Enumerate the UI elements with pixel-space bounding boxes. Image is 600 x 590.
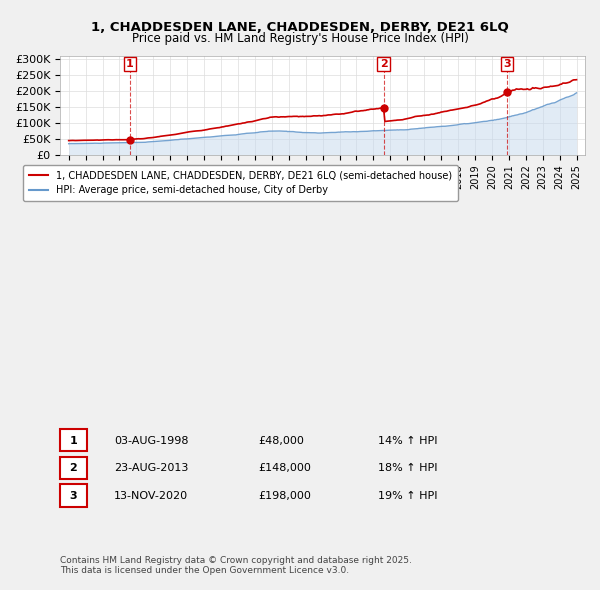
Text: 23-AUG-2013: 23-AUG-2013 [114, 464, 188, 473]
Text: 3: 3 [503, 59, 511, 69]
Text: £198,000: £198,000 [258, 491, 311, 501]
Text: £48,000: £48,000 [258, 436, 304, 445]
Text: 3: 3 [70, 491, 77, 501]
Text: 13-NOV-2020: 13-NOV-2020 [114, 491, 188, 501]
Text: 1, CHADDESDEN LANE, CHADDESDEN, DERBY, DE21 6LQ: 1, CHADDESDEN LANE, CHADDESDEN, DERBY, D… [91, 21, 509, 34]
Text: 14% ↑ HPI: 14% ↑ HPI [378, 436, 437, 445]
Text: Price paid vs. HM Land Registry's House Price Index (HPI): Price paid vs. HM Land Registry's House … [131, 32, 469, 45]
Text: 2: 2 [380, 59, 388, 69]
Text: 19% ↑ HPI: 19% ↑ HPI [378, 491, 437, 501]
Text: £148,000: £148,000 [258, 464, 311, 473]
Text: Contains HM Land Registry data © Crown copyright and database right 2025.
This d: Contains HM Land Registry data © Crown c… [60, 556, 412, 575]
Text: 03-AUG-1998: 03-AUG-1998 [114, 436, 188, 445]
Text: 1: 1 [70, 436, 77, 445]
Text: 2: 2 [70, 464, 77, 473]
Text: 1: 1 [126, 59, 134, 69]
Legend: 1, CHADDESDEN LANE, CHADDESDEN, DERBY, DE21 6LQ (semi-detached house), HPI: Aver: 1, CHADDESDEN LANE, CHADDESDEN, DERBY, D… [23, 165, 458, 201]
Text: 18% ↑ HPI: 18% ↑ HPI [378, 464, 437, 473]
